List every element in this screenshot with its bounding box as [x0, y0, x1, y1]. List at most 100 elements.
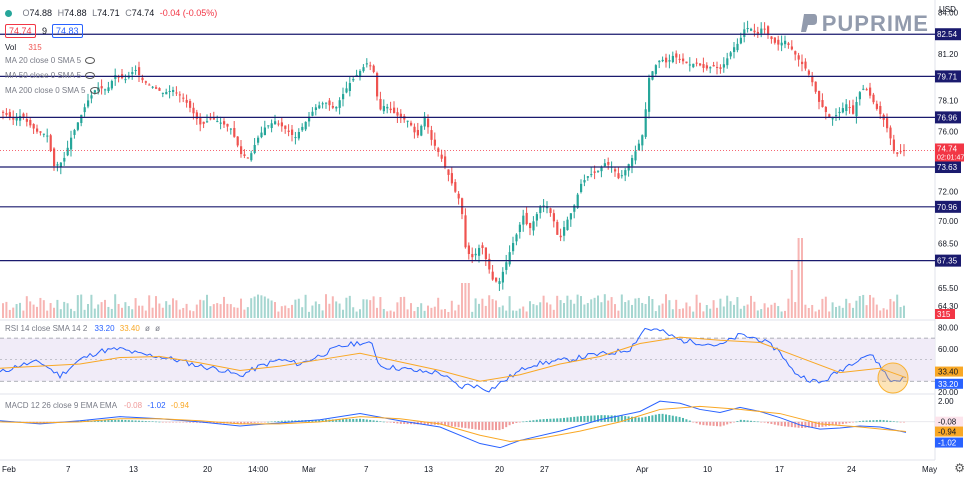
volume-bar	[631, 304, 633, 318]
volume-bar	[495, 300, 497, 318]
last-price-label: 74.74	[937, 144, 958, 153]
candle-body	[338, 100, 341, 108]
ma50-legend[interactable]: MA 50 close 0 SMA 5	[5, 71, 96, 80]
volume-bar	[189, 310, 191, 318]
volume-bar	[335, 301, 338, 318]
volume-bar	[797, 238, 800, 318]
candle-body	[821, 100, 824, 107]
macd-histogram-bar	[573, 416, 576, 422]
volume-bar	[83, 309, 86, 318]
candle-body	[838, 111, 841, 114]
macd-histogram-bar	[236, 421, 239, 424]
volume-bar	[342, 309, 344, 318]
gear-icon[interactable]: ⚙	[954, 461, 965, 475]
macd-histogram-bar	[117, 419, 120, 422]
bid-box[interactable]: 74.74	[5, 24, 36, 38]
volume-bar	[168, 304, 171, 318]
volume-bar	[209, 306, 212, 318]
candle-body	[151, 86, 154, 88]
volume-bar	[739, 308, 742, 318]
ma200-legend[interactable]: MA 200 close 0 SMA 5	[5, 86, 100, 95]
candle-body	[583, 180, 586, 183]
volume-bar	[661, 303, 664, 318]
volume-bar	[712, 300, 715, 318]
volume-bar	[729, 301, 732, 318]
candle-body	[603, 163, 606, 167]
candle-body	[19, 115, 22, 121]
macd-histogram-bar	[189, 421, 191, 423]
macd-histogram-bar	[474, 421, 477, 430]
candle-body	[709, 67, 712, 69]
volume-bar	[144, 310, 147, 318]
macd-histogram-bar	[862, 420, 865, 422]
ask-box[interactable]: 74.83	[52, 24, 83, 38]
macd-histogram-bar	[403, 421, 406, 424]
candle-body	[144, 81, 147, 83]
macd-legend[interactable]: MACD 12 26 close 9 EMA EMA -0.08 -1.02 -…	[5, 401, 189, 410]
candle-body	[284, 125, 287, 129]
volume-bar	[284, 305, 287, 318]
macd-histogram-bar	[253, 421, 256, 423]
time-axis-label: May	[922, 465, 937, 474]
macd-histogram-bar	[614, 415, 616, 422]
candle-body	[104, 89, 107, 91]
volume-bar	[814, 311, 817, 318]
candle-body	[495, 277, 498, 282]
volume-bar	[178, 309, 181, 318]
volume-bar	[780, 311, 783, 318]
volume-bar	[29, 301, 32, 318]
candle-body	[518, 224, 521, 233]
macd-histogram-bar	[192, 421, 195, 423]
macd-histogram-bar	[131, 420, 134, 422]
volume-bar	[229, 304, 232, 318]
volume-bar	[331, 296, 334, 318]
macd-histogram-bar	[644, 416, 647, 422]
rsi-legend[interactable]: RSI 14 close SMA 14 2 33.20 33.40 ø ø	[5, 324, 160, 333]
vol-legend[interactable]: Vol 315	[5, 43, 42, 52]
volume-bar	[862, 294, 865, 318]
volume-bar	[80, 294, 83, 318]
candle-body	[382, 106, 385, 112]
volume-bar	[784, 310, 786, 318]
macd-histogram-bar	[369, 419, 372, 422]
candle-body	[182, 97, 185, 99]
rsi-ma-value: 33.40	[119, 324, 140, 333]
eye-icon[interactable]	[85, 57, 96, 65]
eye-icon[interactable]	[89, 87, 100, 95]
time-axis-label: 7	[66, 465, 71, 474]
eye-icon[interactable]	[85, 72, 96, 80]
macd-histogram-bar	[702, 421, 705, 426]
candle-body	[858, 92, 861, 100]
macd-histogram-bar	[580, 416, 582, 422]
macd-histogram-bar	[144, 421, 147, 422]
macd-histogram-bar	[314, 419, 317, 422]
volume-bar	[260, 295, 263, 318]
volume-bar	[478, 303, 480, 318]
level-price-label: 82.54	[937, 30, 958, 39]
volume-bar	[607, 300, 610, 318]
candle-body	[32, 124, 35, 129]
candle-body	[563, 227, 566, 236]
macd-histogram-bar	[739, 419, 742, 422]
macd-histogram-bar	[668, 415, 671, 422]
volume-bar	[869, 294, 871, 318]
macd-histogram-bar	[767, 421, 769, 424]
volume-bar	[566, 295, 569, 318]
rsi-lower-band-value: ø	[155, 324, 161, 333]
volume-bar	[695, 294, 698, 318]
volume-bar	[804, 304, 807, 318]
volume-bar	[59, 309, 62, 318]
volume-tag	[935, 309, 955, 319]
candle-body	[464, 215, 467, 248]
volume-bar	[865, 305, 868, 318]
level-price-label: 73.63	[937, 163, 958, 172]
volume-bar	[549, 304, 552, 318]
ma20-legend[interactable]: MA 20 close 0 SMA 5	[5, 56, 96, 65]
candle-body	[12, 117, 15, 120]
macd-histogram-bar	[359, 418, 361, 422]
volume-bar	[644, 304, 647, 318]
macd-histogram-bar	[457, 421, 460, 428]
volume-bar	[716, 307, 718, 318]
macd-histogram-bar	[760, 421, 763, 423]
